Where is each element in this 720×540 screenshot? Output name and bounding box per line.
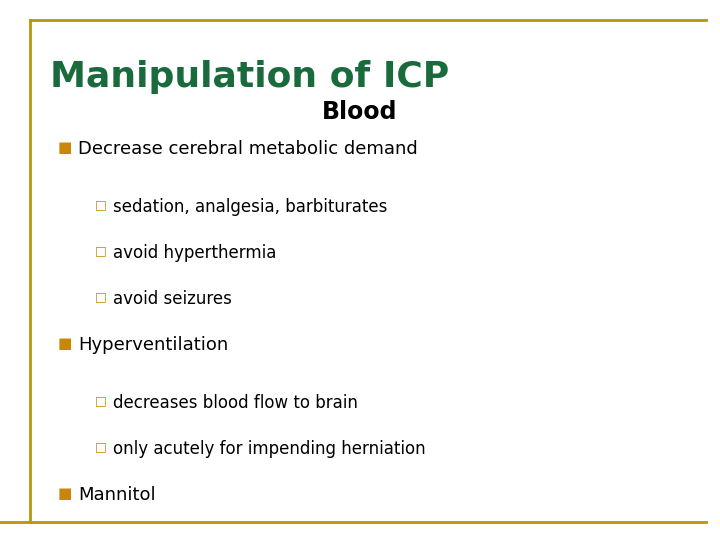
Text: Hyperventilation: Hyperventilation: [78, 336, 228, 354]
Text: ■: ■: [58, 336, 73, 351]
Text: avoid hyperthermia: avoid hyperthermia: [113, 244, 276, 262]
Text: ■: ■: [58, 140, 73, 155]
Text: sedation, analgesia, barbiturates: sedation, analgesia, barbiturates: [113, 198, 387, 216]
Text: avoid seizures: avoid seizures: [113, 290, 232, 308]
Text: □: □: [95, 394, 107, 407]
Text: decreases blood flow to brain: decreases blood flow to brain: [113, 394, 358, 412]
Text: Decrease cerebral metabolic demand: Decrease cerebral metabolic demand: [78, 140, 418, 158]
Text: only acutely for impending herniation: only acutely for impending herniation: [113, 440, 426, 458]
Text: ■: ■: [58, 486, 73, 501]
Text: Blood: Blood: [323, 100, 397, 124]
Text: Manipulation of ICP: Manipulation of ICP: [50, 60, 449, 94]
Text: □: □: [95, 440, 107, 453]
Text: Mannitol: Mannitol: [78, 486, 156, 504]
Text: □: □: [95, 198, 107, 211]
Text: □: □: [95, 244, 107, 257]
Text: □: □: [95, 290, 107, 303]
